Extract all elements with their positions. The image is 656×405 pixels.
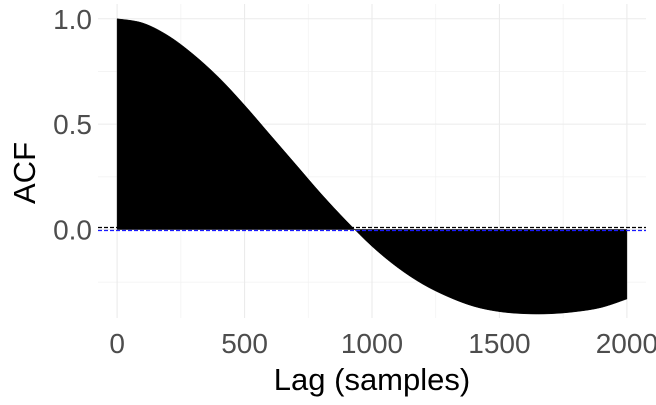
x-tick-label: 1500 (468, 328, 530, 359)
x-tick-label: 0 (109, 328, 125, 359)
reference-lines (98, 226, 646, 232)
x-tick-label: 1000 (341, 328, 403, 359)
x-axis-title: Lag (samples) (274, 362, 470, 397)
acf-area (116, 18, 628, 315)
y-axis-title: ACF (7, 142, 42, 204)
y-tick-label: 0.5 (53, 109, 92, 140)
y-tick-label: 0.0 (53, 214, 92, 245)
x-tick-label: 500 (221, 328, 268, 359)
y-tick-label: 1.0 (53, 4, 92, 35)
y-tick-labels: 0.0 0.5 1.0 (53, 4, 92, 246)
x-tick-label: 2000 (596, 328, 656, 359)
x-tick-labels: 0 500 1000 1500 2000 (109, 328, 656, 359)
